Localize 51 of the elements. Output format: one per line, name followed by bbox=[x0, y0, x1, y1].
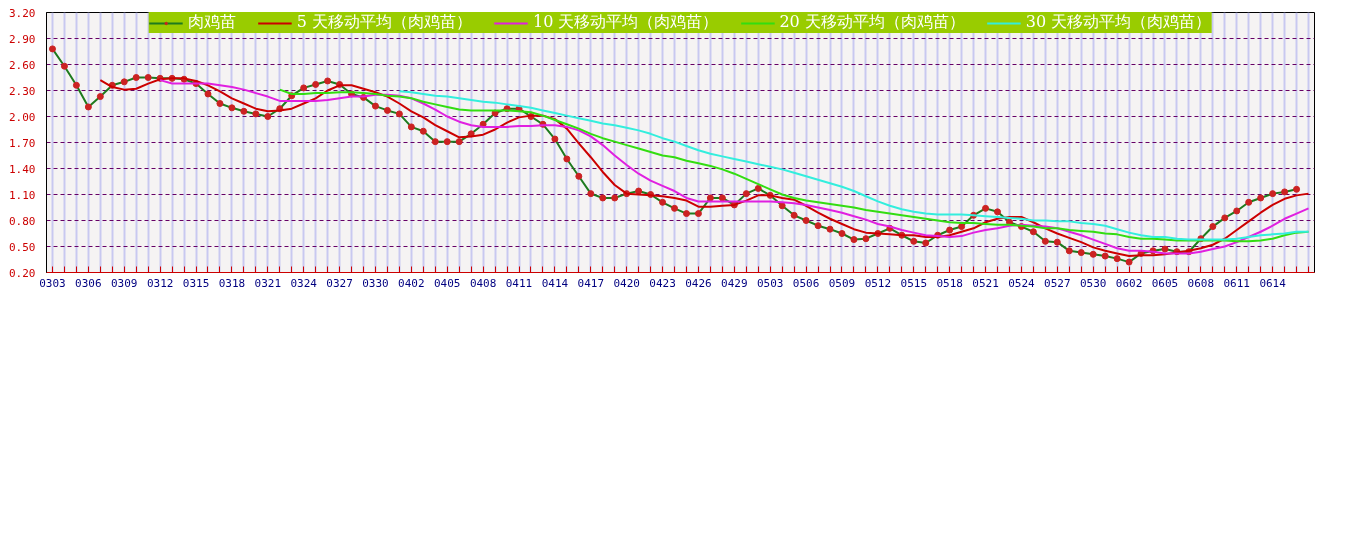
x-tick-label: 0524 bbox=[1008, 276, 1036, 290]
x-tick-label: 0417 bbox=[577, 276, 605, 290]
x-tick-label: 0512 bbox=[864, 276, 892, 290]
x-tick-label: 0324 bbox=[290, 276, 318, 290]
x-tick-label: 0414 bbox=[541, 276, 569, 290]
x-tick-label: 0530 bbox=[1079, 276, 1107, 290]
x-tick-label: 0309 bbox=[111, 276, 138, 290]
x-tick-label: 0506 bbox=[792, 276, 820, 290]
x-tick-label: 0312 bbox=[146, 276, 174, 290]
y-tick-label: 1.40 bbox=[9, 162, 36, 176]
y-tick-label: 0.80 bbox=[9, 214, 36, 228]
x-tick-label: 0426 bbox=[685, 276, 712, 290]
x-tick-label: 0330 bbox=[362, 276, 389, 290]
legend-label: 10 天移动平均（肉鸡苗） bbox=[532, 12, 719, 33]
x-tick-label: 0608 bbox=[1187, 276, 1215, 290]
y-tick-label: 2.30 bbox=[9, 84, 36, 98]
x-tick-label: 0611 bbox=[1223, 276, 1250, 290]
x-tick-label: 0515 bbox=[900, 276, 928, 290]
legend-label: 肉鸡苗 bbox=[187, 12, 236, 33]
legend-label: 30 天移动平均（肉鸡苗） bbox=[1025, 12, 1212, 33]
y-tick-label: 2.90 bbox=[9, 32, 36, 46]
x-tick-label: 0503 bbox=[756, 276, 784, 290]
y-tick-label: 0.20 bbox=[9, 266, 36, 280]
y-tick-label: 1.10 bbox=[9, 188, 36, 202]
y-tick-label: 0.50 bbox=[9, 240, 36, 254]
x-tick-label: 0315 bbox=[182, 276, 210, 290]
x-tick-label: 0402 bbox=[398, 276, 425, 290]
x-tick-label: 0614 bbox=[1259, 276, 1287, 290]
x-tick-label: 0429 bbox=[721, 276, 748, 290]
y-tick-label: 2.00 bbox=[9, 110, 36, 124]
x-tick-label: 0405 bbox=[433, 276, 461, 290]
x-tick-label: 0411 bbox=[505, 276, 533, 290]
x-tick-label: 0420 bbox=[613, 276, 640, 290]
x-tick-label: 0527 bbox=[1044, 276, 1071, 290]
x-tick-label: 0602 bbox=[1115, 276, 1143, 290]
x-tick-label: 0327 bbox=[326, 276, 353, 290]
y-tick-label: 2.60 bbox=[9, 58, 36, 72]
x-tick-label: 0408 bbox=[469, 276, 497, 290]
x-tick-label: 0521 bbox=[972, 276, 999, 290]
x-tick-label: 0306 bbox=[75, 276, 102, 290]
legend-label: 5 天移动平均（肉鸡苗） bbox=[296, 12, 472, 33]
legend-label: 20 天移动平均（肉鸡苗） bbox=[779, 12, 965, 33]
y-tick-label: 3.20 bbox=[9, 6, 36, 20]
x-tick-label: 0303 bbox=[39, 276, 66, 290]
x-tick-label: 0518 bbox=[936, 276, 963, 290]
y-tick-label: 1.70 bbox=[9, 136, 36, 150]
x-tick-label: 0321 bbox=[254, 276, 282, 290]
x-tick-label: 0605 bbox=[1151, 276, 1179, 290]
x-tick-label: 0318 bbox=[218, 276, 246, 290]
x-tick-label: 0423 bbox=[649, 276, 676, 290]
x-tick-label: 0509 bbox=[828, 276, 856, 290]
